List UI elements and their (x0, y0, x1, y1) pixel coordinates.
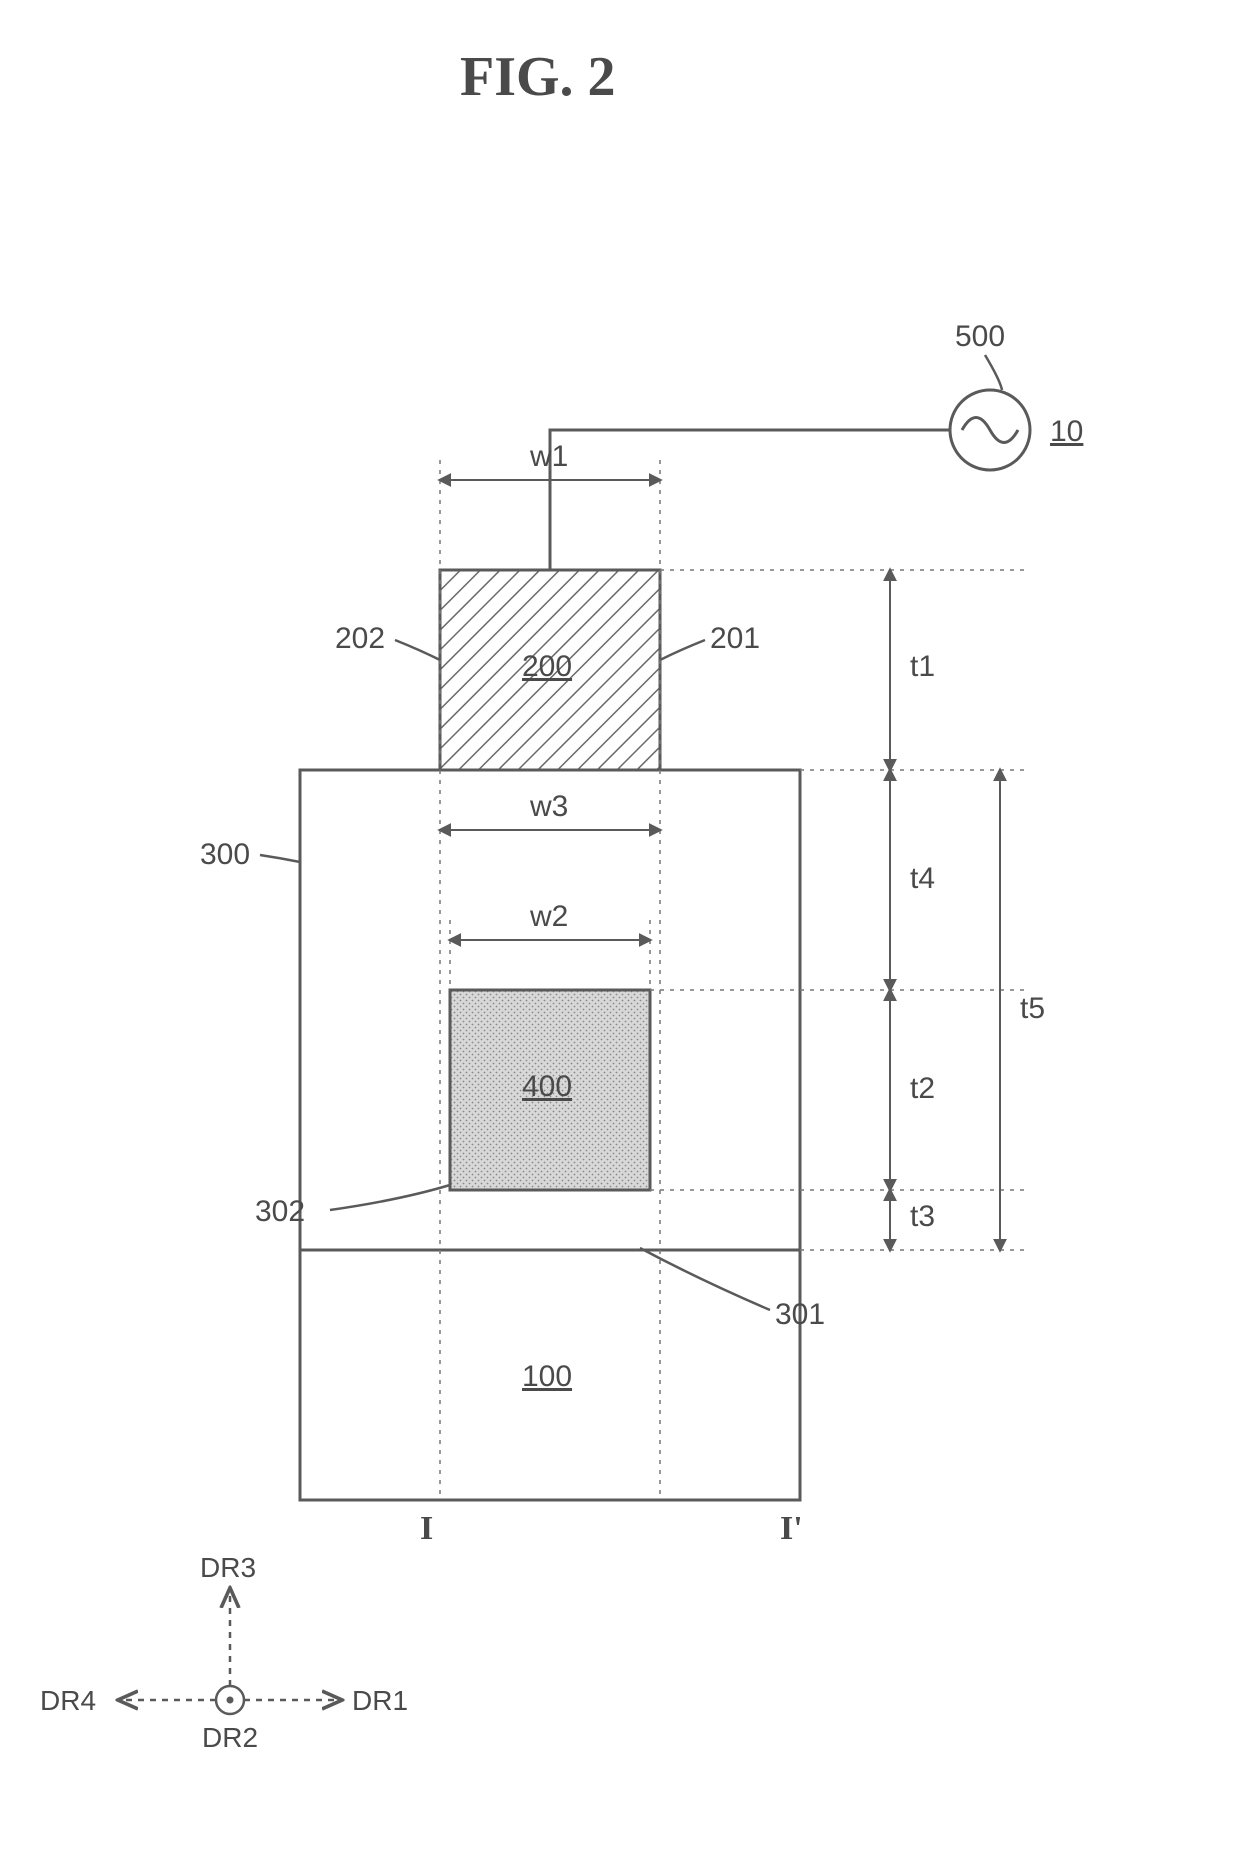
label-302: 302 (255, 1195, 305, 1229)
label-201: 201 (710, 622, 760, 656)
leader-202 (395, 640, 440, 660)
label-300: 300 (200, 838, 250, 872)
leader-300 (260, 855, 300, 862)
label-400: 400 (522, 1070, 572, 1104)
label-t1: t1 (910, 650, 935, 684)
label-w2: w2 (530, 900, 568, 934)
label-200: 200 (522, 650, 572, 684)
label-202: 202 (335, 622, 385, 656)
label-t4: t4 (910, 862, 935, 896)
label-t3: t3 (910, 1200, 935, 1234)
label-DR4: DR4 (40, 1685, 96, 1717)
label-fig-id: 10 (1050, 415, 1083, 449)
wire-source-200 (550, 430, 950, 570)
axis-indicator (120, 1590, 340, 1714)
leader-500 (985, 355, 1002, 390)
label-DR2: DR2 (202, 1722, 258, 1754)
label-t2: t2 (910, 1072, 935, 1106)
label-section-I: I (420, 1510, 433, 1548)
diagram-svg (0, 0, 1240, 1851)
label-section-Iprime: I' (780, 1510, 803, 1548)
label-t5: t5 (1020, 992, 1045, 1026)
label-DR1: DR1 (352, 1685, 408, 1717)
label-500: 500 (955, 320, 1005, 354)
leader-201 (660, 640, 705, 660)
label-301: 301 (775, 1298, 825, 1332)
label-100: 100 (522, 1360, 572, 1394)
label-w1: w1 (530, 440, 568, 474)
label-w3: w3 (530, 790, 568, 824)
label-DR3: DR3 (200, 1552, 256, 1584)
